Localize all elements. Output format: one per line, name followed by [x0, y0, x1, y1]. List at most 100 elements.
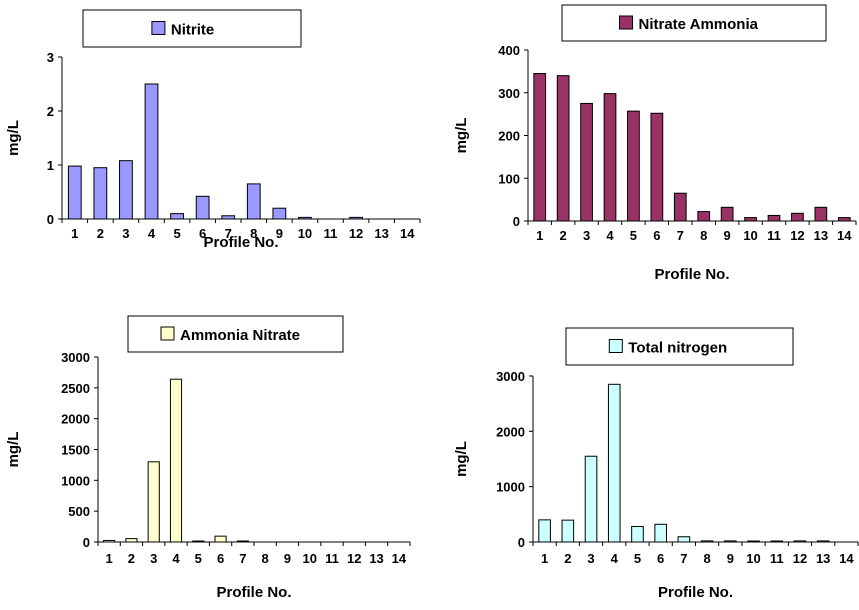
x-tick-label: 12	[790, 228, 804, 243]
bar	[103, 539, 116, 543]
bar	[816, 540, 830, 543]
bar	[144, 83, 159, 220]
x-tick-label: 12	[347, 551, 361, 566]
y-axis-title: mg/L	[453, 118, 470, 154]
x-tick-label: 5	[634, 551, 641, 566]
x-tick-label: 4	[172, 551, 180, 566]
x-axis-title: Profile No.	[654, 266, 729, 283]
bar	[697, 211, 711, 222]
legend-box	[565, 327, 794, 366]
x-tick-label: 10	[302, 551, 316, 566]
bar	[631, 526, 644, 543]
bar	[538, 519, 551, 543]
bar	[246, 183, 261, 220]
bar	[607, 383, 621, 543]
x-tick-label: 14	[837, 228, 852, 243]
x-tick-label: 10	[746, 551, 760, 566]
x-tick-label: 2	[128, 551, 135, 566]
bar	[603, 93, 617, 222]
x-tick-label: 9	[724, 228, 731, 243]
y-tick-label: 2	[47, 104, 54, 119]
bar	[770, 540, 784, 543]
bar	[791, 212, 804, 222]
bar	[236, 540, 249, 543]
x-tick-label: 3	[150, 551, 157, 566]
bar	[700, 540, 714, 543]
y-tick-label: 100	[498, 171, 520, 186]
bar	[627, 110, 640, 222]
bar	[584, 455, 598, 543]
y-tick-label: 300	[498, 86, 520, 101]
bar	[533, 73, 547, 222]
y-axis-title: mg/L	[5, 432, 22, 468]
y-tick-label: 1	[47, 158, 54, 173]
x-tick-label: 8	[250, 226, 257, 241]
bar	[744, 217, 757, 222]
bar	[673, 192, 687, 222]
x-tick-label: 2	[97, 226, 104, 241]
x-tick-label: 5	[195, 551, 202, 566]
bar	[67, 165, 82, 220]
x-tick-label: 6	[657, 551, 664, 566]
legend-swatch	[608, 339, 623, 353]
x-tick-label: 11	[324, 226, 338, 241]
x-tick-label: 12	[349, 226, 363, 241]
y-tick-label: 1000	[61, 473, 90, 488]
bar	[125, 538, 138, 543]
x-tick-label: 4	[148, 226, 156, 241]
x-axis-title: Profile No.	[203, 234, 278, 251]
y-tick-label: 0	[518, 535, 525, 550]
legend-swatch	[619, 15, 633, 30]
x-tick-label: 2	[560, 228, 567, 243]
y-tick-label: 0	[513, 214, 520, 229]
bar	[724, 540, 737, 543]
y-tick-label: 200	[498, 129, 520, 144]
x-tick-label: 1	[536, 228, 543, 243]
bar	[556, 75, 570, 222]
bar	[677, 536, 691, 543]
x-tick-label: 5	[630, 228, 637, 243]
x-tick-label: 9	[276, 226, 283, 241]
bar	[837, 217, 851, 222]
bar	[298, 216, 312, 220]
bar	[93, 167, 108, 220]
x-tick-label: 4	[611, 551, 619, 566]
bar	[814, 206, 828, 222]
legend-swatch	[151, 21, 166, 35]
bar	[147, 461, 160, 543]
y-tick-label: 0	[83, 535, 90, 550]
x-tick-label: 1	[541, 551, 548, 566]
y-tick-label: 2500	[61, 381, 90, 396]
x-tick-label: 13	[816, 551, 830, 566]
x-axis-title: Profile No.	[216, 584, 291, 601]
bar	[654, 523, 667, 543]
x-tick-label: 4	[606, 228, 614, 243]
x-tick-label: 12	[793, 551, 807, 566]
bar	[767, 214, 781, 222]
x-tick-label: 11	[767, 228, 781, 243]
bar	[192, 540, 205, 543]
y-tick-label: 0	[47, 212, 54, 227]
x-tick-label: 3	[122, 226, 129, 241]
legend-box	[82, 9, 302, 48]
x-tick-label: 7	[239, 551, 246, 566]
x-tick-label: 10	[743, 228, 757, 243]
x-tick-label: 8	[700, 228, 707, 243]
bar	[272, 207, 287, 220]
bar	[195, 195, 210, 220]
bar	[214, 535, 227, 543]
y-tick-label: 1000	[496, 480, 525, 495]
y-tick-label: 1500	[61, 443, 90, 458]
bar	[747, 540, 760, 543]
y-tick-label: 2000	[496, 424, 525, 439]
x-tick-label: 13	[374, 226, 388, 241]
x-tick-label: 13	[814, 228, 828, 243]
x-tick-label: 6	[217, 551, 224, 566]
x-tick-label: 6	[653, 228, 660, 243]
y-tick-label: 2000	[61, 412, 90, 427]
y-tick-label: 3000	[61, 350, 90, 365]
legend-box	[561, 4, 827, 42]
x-tick-label: 11	[770, 551, 784, 566]
bar	[720, 206, 734, 222]
bar	[793, 540, 807, 543]
